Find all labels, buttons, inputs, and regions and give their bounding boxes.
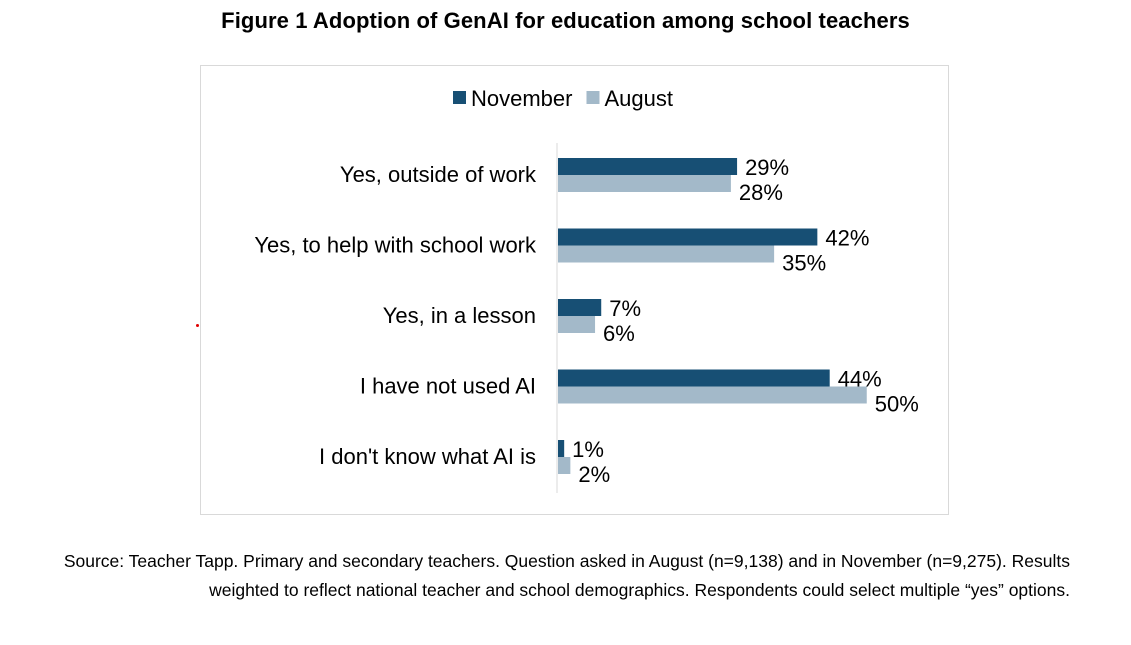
- red-dot-mark: [196, 324, 199, 327]
- chart-title: Figure 1 Adoption of GenAI for education…: [221, 8, 910, 33]
- bar-0-4: [558, 440, 565, 457]
- bar-0-2: [558, 299, 602, 316]
- category-label-1: Yes, to help with school work: [254, 233, 537, 258]
- data-label-1-2: 6%: [603, 321, 635, 346]
- data-label-1-4: 2%: [578, 462, 610, 487]
- legend-swatch-1: [586, 91, 600, 104]
- data-label-1-1: 35%: [782, 251, 826, 276]
- data-label-0-2: 7%: [609, 296, 641, 321]
- data-label-0-4: 1%: [572, 437, 604, 462]
- data-label-1-3: 50%: [875, 392, 919, 417]
- category-label-2: Yes, in a lesson: [383, 303, 536, 328]
- bar-0-0: [558, 158, 738, 175]
- legend-label-1: August: [604, 86, 673, 111]
- bar-1-4: [558, 457, 571, 474]
- bar-1-3: [558, 386, 867, 404]
- bar-1-2: [558, 316, 596, 333]
- category-label-4: I don't know what AI is: [319, 444, 536, 469]
- bar-1-0: [558, 175, 731, 192]
- bar-1-1: [558, 245, 775, 263]
- bar-0-3: [558, 369, 830, 387]
- category-label-3: I have not used AI: [360, 374, 536, 399]
- category-label-0: Yes, outside of work: [340, 162, 537, 187]
- legend-label-0: November: [471, 86, 572, 111]
- bar-0-1: [558, 228, 818, 246]
- chart-frame: [200, 65, 949, 515]
- source-note: Source: Teacher Tapp. Primary and second…: [63, 551, 1070, 600]
- data-label-0-0: 29%: [745, 155, 789, 180]
- data-label-0-1: 42%: [825, 226, 869, 251]
- data-label-1-0: 28%: [739, 180, 783, 205]
- legend-swatch-0: [453, 91, 466, 104]
